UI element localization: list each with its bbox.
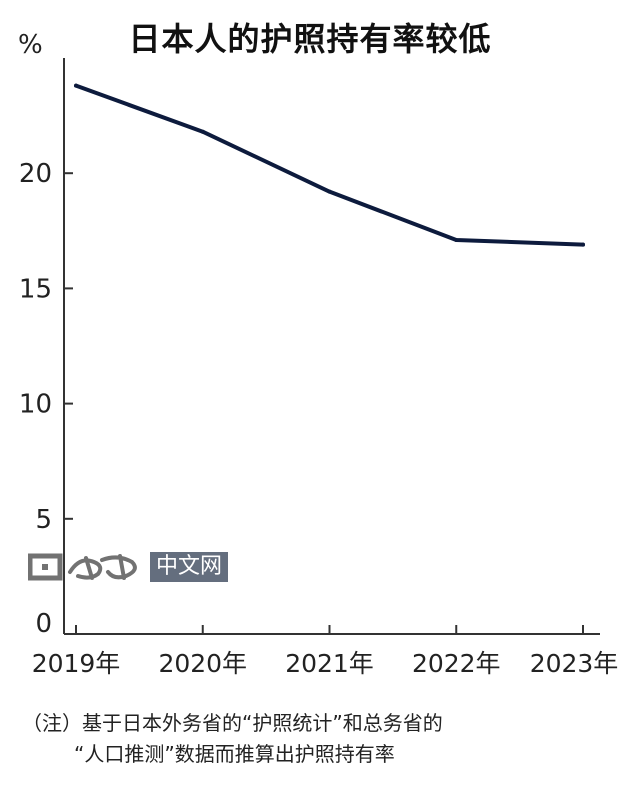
x-tick-label: 2019年 bbox=[32, 649, 121, 678]
nikkei-logo-icon bbox=[28, 553, 137, 581]
data-point bbox=[74, 83, 78, 88]
series-layer bbox=[74, 83, 585, 247]
watermark-text: 中文网 bbox=[150, 552, 229, 582]
footnote-line-2: “人口推测”数据而推算出护照持有率 bbox=[74, 742, 395, 766]
y-tick-label: 10 bbox=[19, 390, 52, 420]
y-axis-unit-label: % bbox=[18, 30, 43, 60]
x-tick-label: 2020年 bbox=[158, 649, 247, 678]
y-axis-ticks: 0 5 10 15 20 bbox=[19, 159, 73, 639]
y-tick-label: 0 bbox=[35, 609, 52, 639]
data-point bbox=[200, 129, 205, 134]
y-tick-label: 5 bbox=[35, 505, 52, 535]
data-point bbox=[454, 238, 459, 243]
line-chart: 0 5 10 15 20 2019年 2020年 2021年 2022年 2023年 bbox=[19, 58, 619, 678]
series-line bbox=[74, 83, 585, 247]
chart-title: 日本人的护照持有率较低 bbox=[128, 20, 492, 58]
footnote-line-1: （注）基于日本外务省的“护照统计”和总务省的 bbox=[22, 711, 443, 735]
x-tick-label: 2021年 bbox=[285, 649, 374, 678]
chart-footnote: （注）基于日本外务省的“护照统计”和总务省的 “人口推测”数据而推算出护照持有率 bbox=[22, 708, 612, 770]
data-point bbox=[327, 189, 332, 194]
y-tick-label: 15 bbox=[19, 274, 52, 304]
watermark: 中文网 bbox=[28, 552, 229, 582]
x-tick-label: 2022年 bbox=[412, 649, 501, 678]
data-point bbox=[581, 242, 585, 247]
y-tick-label: 20 bbox=[19, 159, 52, 189]
x-axis-ticks: 2019年 2020年 2021年 2022年 2023年 bbox=[32, 625, 619, 678]
x-tick-label: 2023年 bbox=[530, 649, 619, 678]
